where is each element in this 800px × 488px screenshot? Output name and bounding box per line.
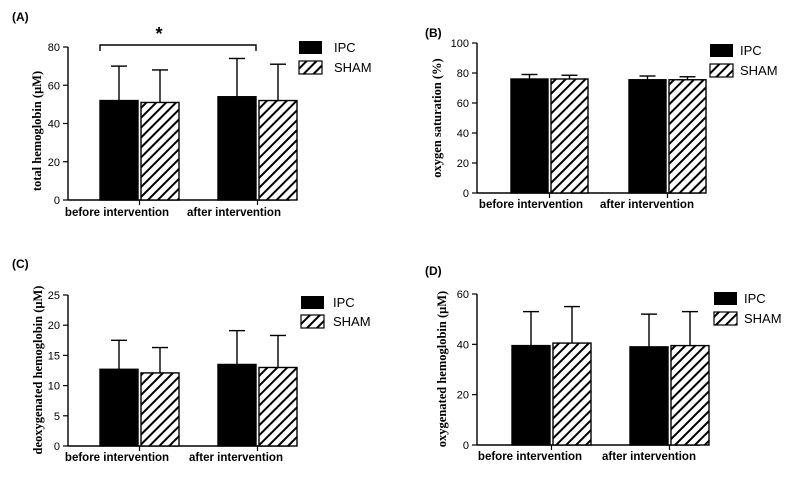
legend-label-ipc: IPC (333, 295, 355, 310)
bar-sham (552, 342, 592, 446)
bar-ipc (511, 344, 551, 446)
y-tick-label: 20 (48, 320, 60, 332)
legend-label-sham: SHAM (744, 311, 782, 326)
legend-label-ipc: IPC (744, 291, 766, 306)
y-tick-label: 60 (457, 98, 469, 110)
y-tick-label: 25 (48, 290, 60, 302)
legend-swatch-sham (300, 314, 325, 329)
y-tick-label: 15 (48, 350, 60, 362)
bar-ipc (628, 79, 667, 194)
legend-label-sham: SHAM (334, 60, 372, 75)
y-tick-label: 10 (48, 381, 60, 393)
legend-swatch-sham (709, 63, 734, 78)
y-tick-label: 5 (54, 411, 60, 423)
legend-label-sham: SHAM (333, 314, 371, 329)
y-tick-label: 0 (463, 440, 469, 452)
x-tick-label: after intervention (189, 452, 283, 464)
panel-label: (C) (12, 257, 29, 271)
y-axis-label: oxygenated hemoglobin (μM) (435, 291, 449, 447)
legend: IPC SHAM (300, 295, 371, 329)
legend: IPC SHAM (709, 43, 778, 78)
bar-ipc (217, 363, 257, 447)
bar-ipc (99, 368, 139, 447)
y-tick-label: 40 (457, 339, 469, 351)
bar-sham (668, 79, 707, 194)
legend-label-ipc: IPC (334, 40, 356, 55)
bar-ipc (217, 96, 257, 201)
panel-label: (A) (12, 10, 29, 24)
x-tick-label: after intervention (187, 207, 281, 219)
y-axis-label: deoxygenated hemoglobin (μM) (31, 286, 45, 455)
x-tick-label: before intervention (478, 451, 582, 463)
x-tick-label: after intervention (602, 451, 696, 463)
legend-label-sham: SHAM (740, 63, 778, 78)
bar-sham (140, 101, 180, 201)
bar-sham (670, 344, 710, 446)
y-tick-label: 40 (48, 119, 60, 131)
x-tick-label: before intervention (479, 199, 583, 211)
legend-swatch-ipc (299, 41, 322, 54)
bar-sham (258, 99, 298, 201)
y-tick-label: 20 (457, 158, 469, 170)
y-tick-label: 20 (457, 390, 469, 402)
y-tick-label: 40 (457, 128, 469, 140)
y-tick-label: 60 (48, 80, 60, 92)
y-tick-label: 0 (463, 188, 469, 200)
y-tick-label: 80 (48, 42, 60, 54)
legend-swatch-ipc (301, 296, 324, 309)
y-tick-label: 60 (457, 289, 469, 301)
legend: IPC SHAM (713, 291, 782, 326)
x-tick-label: before intervention (65, 452, 169, 464)
significance-line (99, 44, 257, 51)
y-tick-label: 0 (54, 441, 60, 453)
bar-ipc (629, 346, 669, 446)
y-tick-label: 80 (457, 68, 469, 80)
legend-swatch-ipc (710, 44, 733, 57)
y-axis-label: total hemoglobin (μM) (30, 71, 44, 191)
significance-star: * (155, 24, 162, 44)
panel-d: (D) oxygenated hemoglobin (μM) before in… (425, 264, 782, 463)
panel-label: (D) (425, 264, 442, 278)
legend-swatch-sham (713, 311, 738, 326)
panel-c: (C) deoxygenated hemoglobin (μM) before … (12, 257, 371, 464)
panel-label: (B) (425, 26, 442, 40)
panel-a: (A) total hemoglobin (μM) before interve… (12, 10, 372, 219)
legend-swatch-sham (298, 60, 323, 75)
bar-sham (140, 372, 180, 447)
bar-ipc (99, 99, 139, 201)
y-axis-label: oxygen saturation (%) (430, 58, 444, 177)
bar-sham (258, 366, 298, 447)
significance-bracket: * (99, 24, 257, 51)
legend: IPC SHAM (298, 40, 372, 75)
bar-sham (550, 78, 589, 194)
legend-swatch-ipc (714, 292, 737, 305)
y-tick-label: 0 (54, 195, 60, 207)
x-tick-label: before intervention (65, 207, 169, 219)
x-tick-label: after intervention (600, 199, 694, 211)
panel-b: (B) oxygen saturation (%) before interve… (425, 26, 778, 211)
bar-ipc (510, 78, 549, 194)
y-tick-label: 100 (451, 38, 469, 50)
legend-label-ipc: IPC (740, 43, 762, 58)
y-tick-label: 20 (48, 157, 60, 169)
